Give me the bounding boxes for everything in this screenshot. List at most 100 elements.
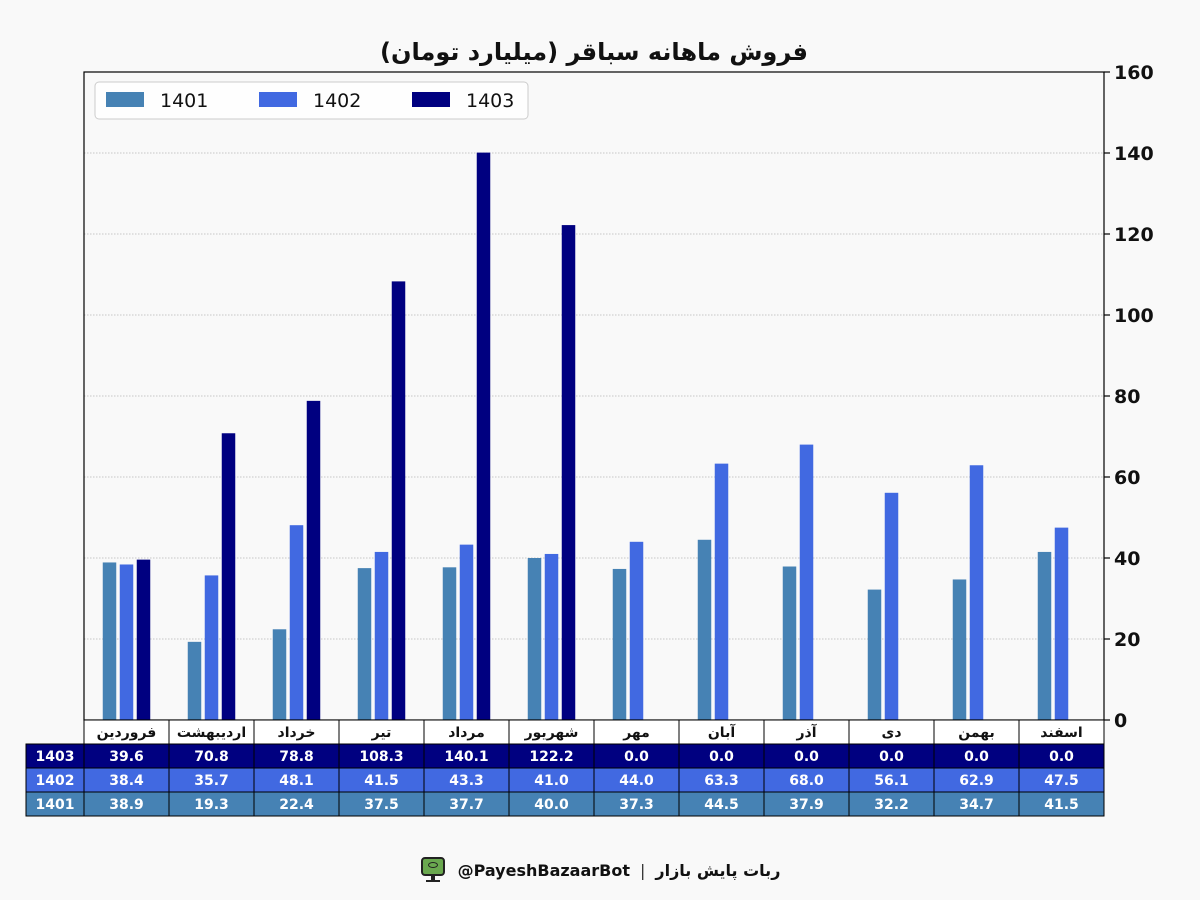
chart-title: فروش ماهانه سباقر (میلیارد تومان) [380,38,808,66]
bar-1401-1 [102,562,117,720]
table-row-label: 1401 [36,797,75,813]
y-tick-label: 40 [1114,548,1140,570]
bar-1403-1 [136,559,151,720]
legend-box [94,81,529,120]
table-cell [763,767,850,793]
table-cell [338,791,425,817]
bar-1402-12 [1054,527,1069,720]
table-value: 37.5 [364,797,399,813]
y-tick-label: 80 [1114,386,1140,408]
table-value: 37.3 [619,797,654,813]
table-value: 41.5 [1044,797,1079,813]
bar-1403-4 [391,281,406,720]
category-label: بهمن [958,725,994,741]
table-header-cell [338,719,425,745]
bot-name: ربات پایش بازار [655,860,781,880]
legend: 1401 1402 1403 [94,81,529,120]
table-value: 38.9 [109,797,144,813]
y-axis: 0 20 40 60 80 100 120 140 160 [1104,62,1154,732]
table-value: 70.8 [194,749,229,765]
category-label: خرداد [278,725,316,741]
bot-handle[interactable]: @PayeshBazaarBot [457,860,630,880]
table-cell [933,791,1020,817]
legend-label-1402: 1402 [313,90,361,112]
table-value: 63.3 [704,773,739,789]
bar-1402-1 [119,564,134,720]
table-value: 44.0 [619,773,654,789]
table-cell [168,743,255,769]
table-value: 56.1 [874,773,909,789]
bar-1401-8 [697,539,712,720]
table-header-cell [1018,719,1105,745]
bar-1403-2 [221,433,236,720]
table-value: 44.5 [704,797,739,813]
y-tick-label: 120 [1114,224,1154,246]
bar-1402-4 [374,551,389,720]
grid-lines [84,71,1104,640]
table-value: 22.4 [279,797,314,813]
bar-1401-4 [357,568,372,720]
table-value: 0.0 [794,749,819,765]
table-cell [508,767,595,793]
table-value: 48.1 [279,773,314,789]
table-cell [678,791,765,817]
legend-label-1403: 1403 [466,90,514,112]
table-value: 37.7 [449,797,484,813]
table-header-cell [763,719,850,745]
table-value: 43.3 [449,773,484,789]
footer-separator: | [640,860,646,880]
table-row-label: 1403 [36,749,75,765]
category-label: مهر [622,725,650,741]
table-value: 122.2 [529,749,573,765]
bar-1402-3 [289,525,304,720]
y-tick-label: 160 [1114,62,1154,84]
table-cell [763,791,850,817]
table-cell [168,767,255,793]
table-value: 38.4 [109,773,144,789]
bar-1401-5 [442,567,457,720]
table-value: 47.5 [1044,773,1079,789]
table-value: 0.0 [879,749,904,765]
bar-1403-3 [306,400,321,720]
bar-1401-9 [782,566,797,720]
table-cell [1018,743,1105,769]
bar-1402-11 [969,465,984,720]
table-value: 41.0 [534,773,569,789]
table-row-label-cell [25,791,85,817]
bar-1402-7 [629,541,644,720]
table-value: 39.6 [109,749,144,765]
bar-1402-9 [799,444,814,720]
bar-1402-6 [544,553,559,720]
monitor-eye-icon [420,857,448,883]
table-header-cell [933,719,1020,745]
category-label: دی [881,725,901,741]
table-value: 35.7 [194,773,229,789]
table-cell [678,767,765,793]
bar-1401-6 [527,558,542,720]
table-value: 62.9 [959,773,994,789]
category-label: اسفند [1040,725,1082,741]
table-cell [1018,791,1105,817]
table-value: 140.1 [444,749,488,765]
legend-label-1401: 1401 [160,90,208,112]
table-value: 68.0 [789,773,824,789]
table-cell [83,791,170,817]
y-tick-label: 0 [1114,710,1127,732]
table-row-label-cell [25,767,85,793]
category-label: اردیبهشت [177,725,246,741]
category-label: تیر [371,725,392,741]
category-label: مرداد [448,725,485,741]
table-value: 0.0 [624,749,649,765]
table-value: 40.0 [534,797,569,813]
bar-1401-2 [187,641,202,720]
bar-1403-6 [561,225,576,720]
table-cell [678,743,765,769]
category-label: آذر [795,723,817,741]
category-label: فروردین [97,725,157,741]
bar-1401-7 [612,568,627,720]
y-tick-label: 20 [1114,629,1140,651]
bar-1403-5 [476,152,491,721]
bar-1402-10 [884,492,899,720]
bars [102,152,1069,721]
